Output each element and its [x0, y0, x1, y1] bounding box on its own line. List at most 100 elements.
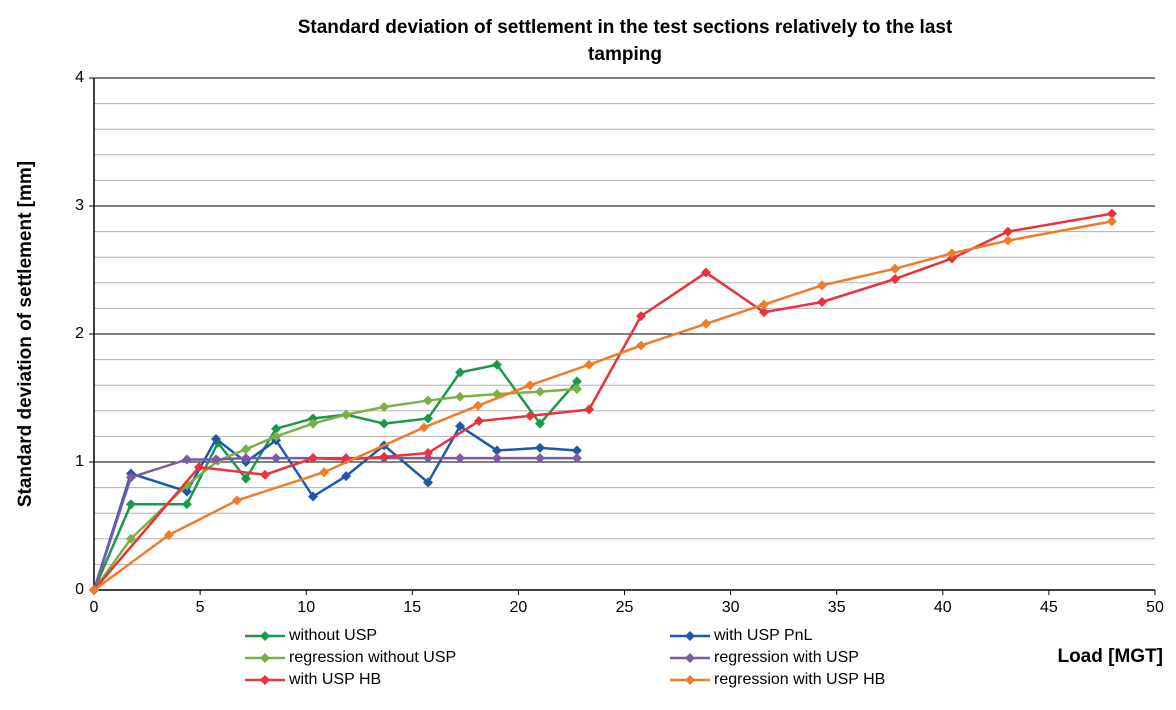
legend-marker [685, 675, 695, 685]
point [455, 453, 466, 464]
point [379, 451, 390, 462]
legend-label: regression without USP [289, 649, 456, 666]
x-tick-label: 40 [934, 599, 952, 616]
y-tick-label: 3 [75, 197, 84, 214]
point [946, 248, 957, 259]
point [946, 253, 957, 264]
point [758, 307, 769, 318]
x-tick-label: 30 [722, 599, 740, 616]
legend-marker [260, 675, 270, 685]
point [240, 453, 251, 464]
point [211, 433, 222, 444]
legend-label: regression with USP HB [714, 671, 885, 688]
point [473, 400, 484, 411]
point [584, 404, 595, 415]
y-tick-label: 2 [75, 325, 84, 342]
point [240, 444, 251, 455]
point [240, 473, 251, 484]
point [571, 453, 582, 464]
point [271, 431, 282, 442]
x-tick-label: 45 [1040, 599, 1058, 616]
point [758, 299, 769, 310]
y-tick-label: 1 [75, 453, 84, 470]
point [535, 442, 546, 453]
x-tick-label: 10 [297, 599, 315, 616]
y-axis-title: Standard deviation of settlement [mm] [15, 161, 36, 507]
point [181, 454, 192, 465]
series-line [92, 456, 577, 591]
point [307, 491, 318, 502]
x-tick-label: 50 [1146, 599, 1164, 616]
point [890, 273, 901, 284]
point [1002, 226, 1013, 237]
point [379, 401, 390, 412]
point [423, 395, 434, 406]
legend-marker [685, 631, 695, 641]
x-tick-label: 35 [828, 599, 846, 616]
point [700, 267, 711, 278]
point [307, 413, 318, 424]
x-tick-label: 5 [196, 599, 205, 616]
point [1106, 216, 1117, 227]
series-line [92, 424, 578, 591]
series-line [93, 212, 1113, 591]
point [491, 453, 502, 464]
point [571, 445, 582, 456]
point [260, 469, 271, 480]
series-line [93, 220, 1113, 592]
point [817, 297, 828, 307]
legend-marker [260, 631, 270, 641]
point [817, 280, 828, 291]
point [423, 413, 434, 424]
x-tick-label: 0 [90, 599, 99, 616]
point [571, 376, 582, 387]
point [1106, 208, 1117, 219]
point [125, 533, 136, 544]
point [535, 418, 546, 429]
point [163, 529, 174, 540]
point [307, 418, 318, 429]
point [1002, 235, 1013, 246]
point [271, 453, 282, 464]
point [307, 453, 318, 464]
chart-title: tamping [588, 44, 662, 65]
point [423, 477, 434, 488]
series-line [92, 387, 578, 591]
legend-label: without USP [288, 627, 377, 644]
legend-label: with USP HB [288, 671, 381, 688]
y-tick-label: 4 [75, 69, 84, 86]
series-line [92, 363, 578, 591]
x-tick-label: 20 [510, 599, 528, 616]
point [525, 410, 536, 421]
point [584, 359, 595, 370]
legend-marker [685, 653, 695, 663]
point [232, 495, 243, 506]
point [341, 471, 352, 482]
point [423, 448, 434, 459]
point [418, 422, 429, 433]
x-axis-title: Load [MGT] [1057, 646, 1163, 667]
point [319, 467, 330, 478]
point [181, 499, 192, 510]
point [125, 499, 136, 510]
point [535, 453, 546, 464]
point [636, 311, 647, 322]
point [473, 416, 484, 427]
point [455, 391, 466, 402]
point [491, 359, 502, 370]
point [125, 472, 136, 483]
point [890, 263, 901, 274]
legend-label: with USP PnL [713, 627, 813, 644]
point [89, 585, 99, 595]
chart-title: Standard deviation of settlement in the … [298, 17, 953, 38]
point [700, 318, 711, 329]
legend-marker [260, 653, 270, 663]
point [341, 409, 352, 420]
point [455, 421, 466, 432]
point [535, 386, 546, 397]
point [211, 454, 222, 465]
point [525, 380, 536, 391]
point [271, 423, 282, 434]
point [423, 453, 434, 464]
